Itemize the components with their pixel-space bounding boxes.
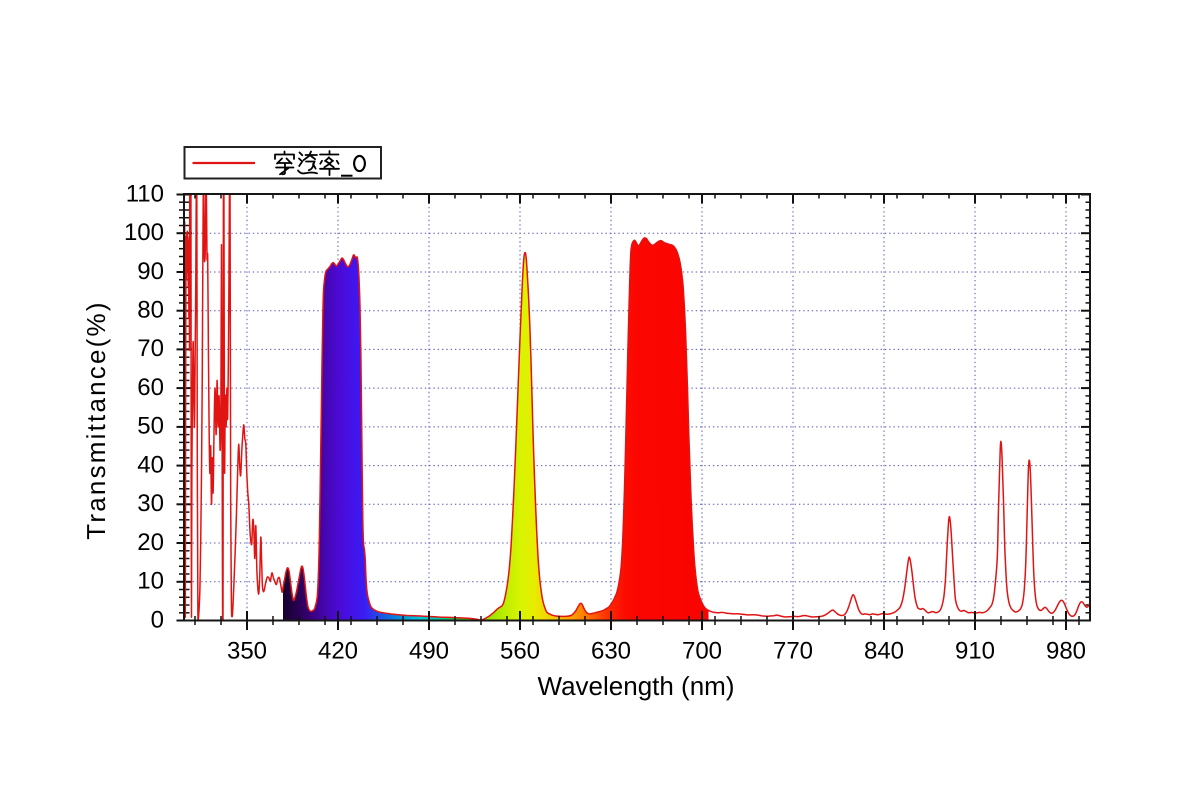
svg-text:910: 910 — [955, 638, 995, 665]
svg-text:10: 10 — [137, 568, 164, 595]
svg-text:30: 30 — [137, 490, 164, 517]
svg-text:490: 490 — [409, 638, 449, 665]
svg-text:Wavelength (nm): Wavelength (nm) — [538, 671, 735, 701]
svg-text:70: 70 — [137, 335, 164, 362]
svg-text:80: 80 — [137, 297, 164, 324]
svg-text:90: 90 — [137, 258, 164, 285]
svg-text:Transmittance(%): Transmittance(%) — [81, 300, 111, 539]
svg-text:980: 980 — [1046, 638, 1086, 665]
svg-text:770: 770 — [773, 638, 813, 665]
svg-text:700: 700 — [682, 638, 722, 665]
svg-text:60: 60 — [137, 374, 164, 401]
svg-text:350: 350 — [227, 638, 267, 665]
svg-text:0: 0 — [151, 606, 164, 633]
svg-text:20: 20 — [137, 529, 164, 556]
svg-text:420: 420 — [318, 638, 358, 665]
svg-text:560: 560 — [500, 638, 540, 665]
svg-text:50: 50 — [137, 413, 164, 440]
svg-text:840: 840 — [864, 638, 904, 665]
svg-text:630: 630 — [591, 638, 631, 665]
svg-text:100: 100 — [124, 219, 164, 246]
svg-text:110: 110 — [126, 180, 164, 207]
svg-text:40: 40 — [137, 451, 164, 478]
